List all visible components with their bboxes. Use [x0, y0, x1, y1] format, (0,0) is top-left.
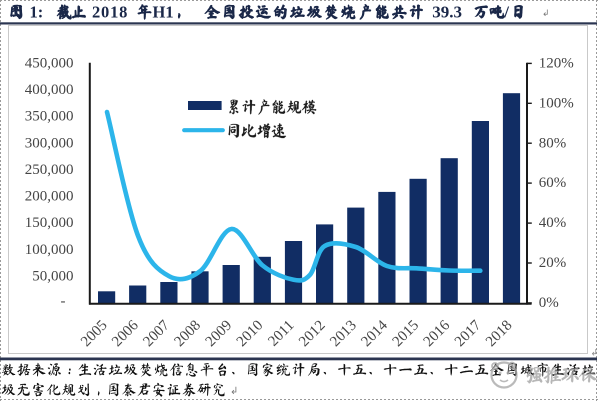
- svg-text:2018: 2018: [92, 2, 128, 21]
- svg-text:↲: ↲: [542, 8, 550, 18]
- svg-text:400,000: 400,000: [25, 82, 74, 98]
- svg-text:↲: ↲: [591, 348, 599, 358]
- svg-text:2009: 2009: [203, 318, 236, 351]
- svg-text:450,000: 450,000: [25, 56, 74, 72]
- svg-text:100%: 100%: [539, 95, 574, 111]
- svg-text:2018: 2018: [483, 318, 516, 351]
- svg-text:0%: 0%: [539, 295, 559, 311]
- svg-text:200,000: 200,000: [25, 189, 74, 205]
- svg-text:100,000: 100,000: [25, 242, 74, 258]
- svg-text:350,000: 350,000: [25, 109, 74, 125]
- svg-text:2013: 2013: [327, 318, 360, 351]
- svg-text:2016: 2016: [421, 317, 454, 350]
- svg-text:2014: 2014: [358, 317, 391, 350]
- svg-text:H1: H1: [153, 2, 174, 21]
- svg-text:2015: 2015: [390, 318, 423, 351]
- svg-text:250,000: 250,000: [25, 162, 74, 178]
- svg-text:2011: 2011: [265, 318, 297, 350]
- svg-text:20%: 20%: [539, 255, 567, 271]
- svg-text:60%: 60%: [539, 175, 567, 191]
- svg-text:40%: 40%: [539, 215, 567, 231]
- svg-text:2008: 2008: [172, 318, 205, 351]
- svg-text:50,000: 50,000: [32, 268, 73, 284]
- svg-text:/: /: [503, 2, 509, 21]
- svg-text:39.3: 39.3: [432, 2, 462, 21]
- svg-text:80%: 80%: [539, 135, 567, 151]
- svg-text:150,000: 150,000: [25, 215, 74, 231]
- svg-text:2005: 2005: [78, 318, 111, 351]
- svg-text:120%: 120%: [539, 56, 574, 72]
- svg-text:2012: 2012: [296, 318, 329, 351]
- svg-text:↲: ↲: [230, 386, 238, 397]
- svg-text:300,000: 300,000: [25, 135, 74, 151]
- svg-text:1:: 1:: [30, 2, 44, 21]
- svg-text:-: -: [61, 294, 66, 310]
- svg-text:2006: 2006: [109, 317, 142, 350]
- svg-text:2017: 2017: [452, 317, 485, 350]
- svg-text:2007: 2007: [140, 317, 173, 350]
- svg-text:2010: 2010: [234, 318, 267, 351]
